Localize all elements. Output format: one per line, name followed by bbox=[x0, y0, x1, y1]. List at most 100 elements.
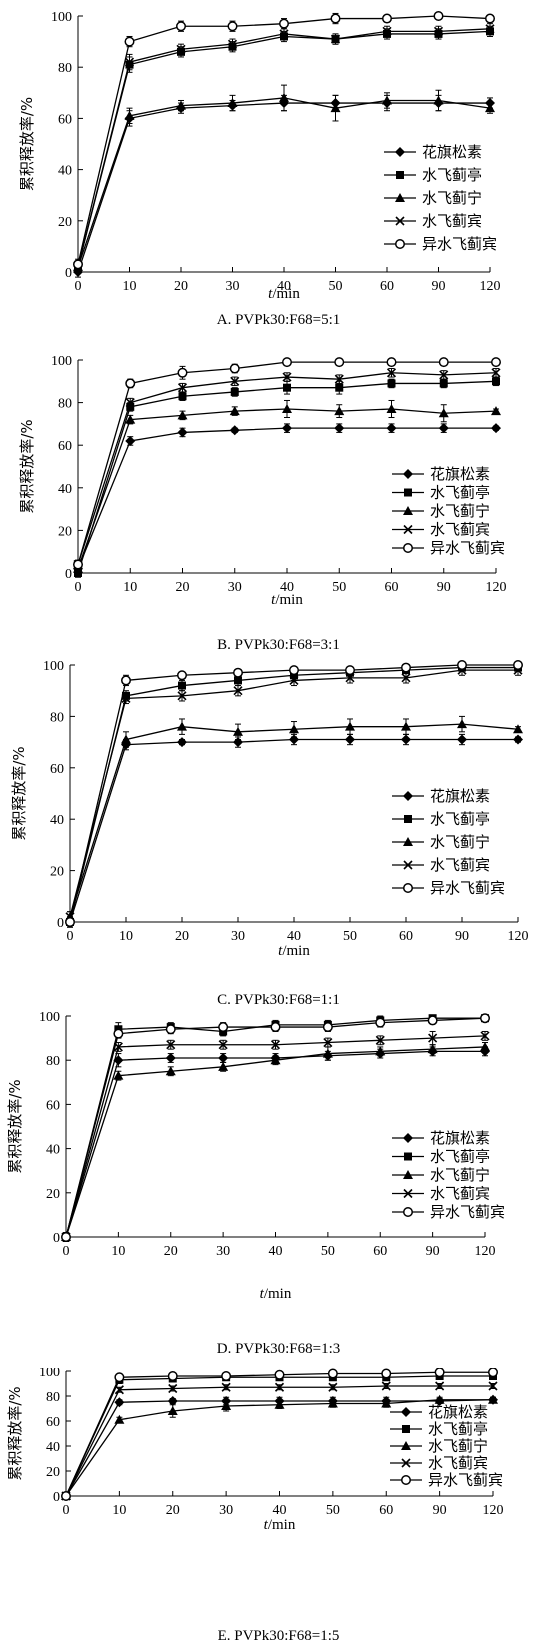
data-point bbox=[334, 406, 345, 416]
legend-label: 水飞蓟宾 bbox=[430, 856, 490, 874]
data-point bbox=[282, 403, 292, 413]
data-point bbox=[274, 1369, 285, 1380]
data-point bbox=[491, 406, 501, 416]
data-point bbox=[401, 734, 411, 745]
x-axis-label: t/min bbox=[278, 943, 310, 959]
legend-item: 水飞蓟亭 bbox=[392, 810, 490, 828]
legend-label: 异水飞蓟宾 bbox=[430, 879, 505, 897]
legend-label: 水飞蓟亭 bbox=[430, 1148, 490, 1166]
x-tick-label: 90 bbox=[437, 580, 451, 595]
x-axis-label: t/min bbox=[268, 286, 300, 302]
y-tick-label: 40 bbox=[58, 482, 72, 497]
series-circle bbox=[61, 1368, 498, 1501]
data-point bbox=[274, 1399, 285, 1409]
legend-item: 水飞蓟宾 bbox=[392, 521, 490, 539]
data-point bbox=[233, 686, 243, 696]
y-tick-label: 100 bbox=[43, 660, 64, 674]
data-point bbox=[386, 403, 397, 413]
x-tick-label: 10 bbox=[112, 1503, 126, 1518]
data-point bbox=[113, 1028, 124, 1039]
y-tick-label: 60 bbox=[50, 762, 64, 777]
series-triangle bbox=[73, 84, 495, 273]
data-point bbox=[334, 423, 345, 434]
chart-panel-b: 0 20 40 60 80 100 0 10 20 30 40 50 60 90 120 累积释放率/% t/m… bbox=[0, 345, 557, 635]
series-x bbox=[73, 23, 495, 273]
data-point bbox=[435, 1381, 445, 1391]
x-tick-label: 60 bbox=[379, 1503, 393, 1518]
data-point bbox=[125, 435, 136, 446]
x-tick-label: 40 bbox=[277, 279, 291, 294]
series-line bbox=[65, 1017, 485, 1238]
legend-label: 水飞蓟亭 bbox=[428, 1420, 488, 1438]
y-tick-label: 40 bbox=[46, 1143, 60, 1158]
data-point bbox=[480, 1031, 490, 1041]
legend-label: 水飞蓟宁 bbox=[422, 189, 482, 207]
data-point bbox=[381, 1368, 392, 1379]
legend-marker bbox=[401, 1458, 411, 1468]
data-point bbox=[330, 103, 341, 113]
data-point bbox=[166, 1040, 176, 1050]
data-point bbox=[282, 423, 292, 434]
x-tick-label: 20 bbox=[164, 1244, 178, 1259]
data-point bbox=[165, 1052, 176, 1063]
y-tick-label: 20 bbox=[58, 524, 72, 539]
y-tick-label: 0 bbox=[53, 1231, 60, 1246]
data-point bbox=[387, 379, 396, 388]
series-diamond bbox=[73, 423, 501, 574]
x-tick-label: 120 bbox=[486, 580, 507, 595]
data-point bbox=[274, 1382, 285, 1392]
data-point bbox=[176, 44, 186, 54]
data-point bbox=[125, 378, 136, 389]
data-point bbox=[433, 95, 444, 105]
legend-item: 水飞蓟宁 bbox=[392, 502, 490, 520]
legend-label: 水飞蓟宁 bbox=[430, 833, 490, 851]
data-point bbox=[279, 29, 289, 39]
data-point bbox=[229, 363, 240, 374]
release-chart-e: 0 20 40 60 80 100 0 10 20 30 40 50 60 90 120 累积释放率/% t/m… bbox=[6, 1368, 504, 1533]
data-point bbox=[334, 357, 345, 368]
legend-marker bbox=[403, 469, 413, 479]
series-line bbox=[65, 1046, 486, 1238]
y-axis-label: 累积释放率/% bbox=[18, 97, 36, 191]
legend-label: 花旗松素 bbox=[430, 465, 490, 483]
x-tick-label: 10 bbox=[111, 1244, 125, 1259]
y-tick-label: 100 bbox=[39, 1368, 60, 1380]
legend-marker bbox=[403, 791, 413, 801]
legend-item: 花旗松素 bbox=[392, 465, 490, 483]
legend-label: 水飞蓟宾 bbox=[430, 1185, 490, 1203]
x-tick-label: 50 bbox=[326, 1503, 340, 1518]
chart-panel-c: 0 20 40 60 80 100 0 10 20 30 40 50 60 90 120 累积释放率/% t/m… bbox=[0, 660, 557, 990]
data-point bbox=[221, 1401, 232, 1410]
legend-item: 水飞蓟宾 bbox=[392, 1185, 490, 1203]
x-tick-label: 20 bbox=[166, 1503, 180, 1518]
x-tick-label: 90 bbox=[426, 1244, 440, 1259]
legend-marker bbox=[401, 1407, 411, 1417]
legend-item: 水飞蓟宁 bbox=[392, 1166, 490, 1184]
series-circle bbox=[65, 660, 523, 928]
data-point bbox=[270, 1022, 281, 1033]
legend-label: 水飞蓟宾 bbox=[430, 521, 490, 539]
x-tick-label: 50 bbox=[332, 580, 346, 595]
legend-item: 水飞蓟宁 bbox=[384, 189, 482, 207]
y-tick-label: 20 bbox=[46, 1187, 60, 1202]
data-point bbox=[485, 103, 495, 113]
x-axis-label: t/min bbox=[264, 1517, 296, 1533]
x-tick-label: 60 bbox=[399, 929, 413, 944]
data-point bbox=[323, 1037, 333, 1048]
chart-caption-c: C. PVPk30:F68=1:1 bbox=[217, 992, 340, 1008]
data-point bbox=[124, 110, 135, 120]
data-point bbox=[382, 26, 392, 36]
data-point bbox=[491, 368, 501, 378]
y-tick-label: 60 bbox=[46, 1415, 60, 1430]
legend-marker bbox=[395, 239, 405, 249]
data-point bbox=[227, 98, 238, 108]
y-tick-label: 100 bbox=[39, 1010, 60, 1025]
data-point bbox=[124, 36, 135, 47]
data-point bbox=[121, 693, 131, 703]
data-point bbox=[65, 917, 75, 927]
data-point bbox=[73, 259, 83, 270]
x-tick-label: 10 bbox=[123, 580, 137, 595]
axes: 0 20 40 60 80 100 0 10 20 30 40 50 60 90 120 bbox=[39, 1368, 504, 1518]
legend-label: 水飞蓟亭 bbox=[422, 166, 482, 184]
